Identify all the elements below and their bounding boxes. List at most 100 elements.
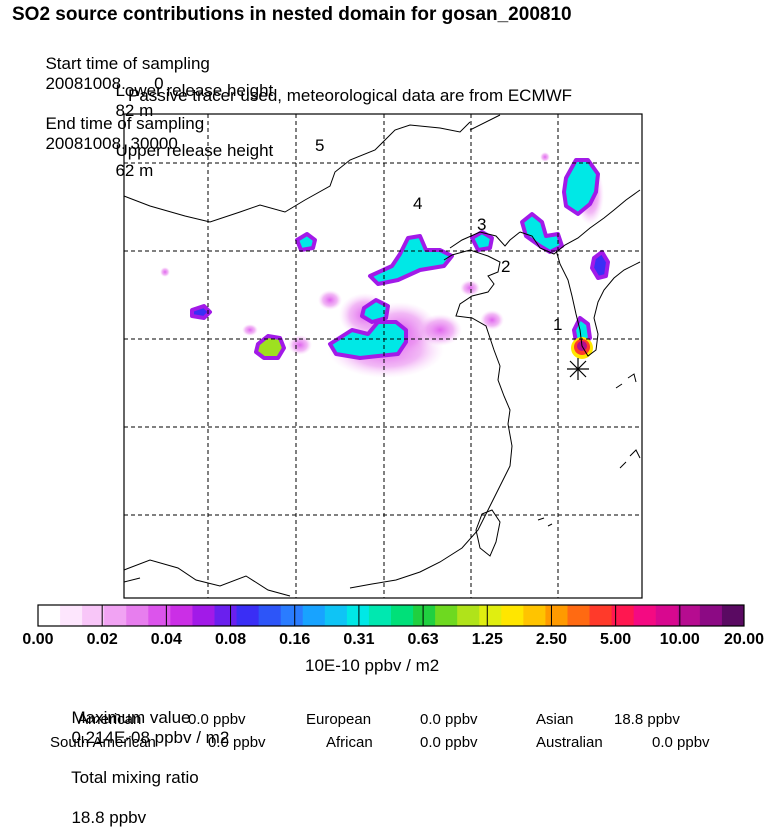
summary-max: Maximum value 0.214E-08 ppbv / m2 Total … bbox=[62, 688, 229, 828]
colorbar-tick-label: 0.63 bbox=[407, 631, 439, 648]
european-label: European bbox=[306, 711, 372, 728]
plume-halo bbox=[160, 267, 170, 277]
plume-west bbox=[295, 232, 317, 252]
american-value: 0.0 ppbv bbox=[188, 711, 246, 728]
max-value: 0.214E-08 ppbv / m2 bbox=[71, 728, 230, 747]
colorbar-cell bbox=[60, 605, 83, 626]
colorbar-cell bbox=[611, 605, 635, 626]
australian-label: Australian bbox=[536, 734, 603, 751]
receptor-marker bbox=[567, 358, 589, 380]
african-label: African bbox=[326, 734, 373, 751]
colorbar-tick-label: 0.31 bbox=[343, 631, 375, 648]
colorbar-tick-label: 1.25 bbox=[471, 631, 503, 648]
south-american-label: South American bbox=[50, 734, 156, 751]
colorbar-cell bbox=[523, 605, 546, 626]
plume-korea-north bbox=[590, 250, 610, 280]
plume-halo bbox=[288, 335, 312, 355]
asian-label: Asian bbox=[536, 711, 574, 728]
colorbar-units: 10E-10 ppbv / m2 bbox=[305, 656, 440, 675]
colorbar-cell bbox=[280, 605, 304, 626]
end-value: 20081008. 30000 bbox=[45, 134, 178, 153]
plume-far-west bbox=[190, 304, 212, 320]
plume-center-north bbox=[360, 298, 390, 324]
lower-value: 82 m bbox=[115, 101, 154, 120]
region-label-4: 4 bbox=[413, 194, 422, 213]
colorbar-tick-label: 10.00 bbox=[659, 631, 700, 648]
colorbar-cell bbox=[368, 605, 392, 626]
plume-northeast bbox=[562, 158, 600, 216]
colorbar-cell bbox=[104, 605, 127, 626]
region-labels: 1 2 3 4 5 bbox=[315, 136, 562, 334]
colorbar-cell bbox=[302, 605, 326, 626]
colorbar-cell bbox=[324, 605, 348, 626]
upper-value: 62 m bbox=[115, 161, 154, 180]
region-label-2: 2 bbox=[501, 257, 510, 276]
colorbar-cell bbox=[457, 605, 480, 626]
sampling-line: Start time of sampling 20081008. 0 End t… bbox=[36, 34, 209, 154]
colorbar-tick-label: 0.04 bbox=[150, 631, 182, 648]
colorbar-cell bbox=[346, 605, 370, 626]
african-value: 0.0 ppbv bbox=[420, 734, 478, 751]
region-label-5: 5 bbox=[315, 136, 324, 155]
european-value: 0.0 ppbv bbox=[420, 711, 478, 728]
colorbar-cell bbox=[501, 605, 524, 626]
colorbar-cell bbox=[126, 605, 149, 626]
colorbar-cell bbox=[479, 605, 502, 626]
colorbar-cell bbox=[170, 605, 193, 626]
plume-center bbox=[328, 320, 408, 360]
american-label: American bbox=[78, 711, 142, 728]
map-plot: 1 2 3 4 5 bbox=[123, 113, 643, 599]
plume-halo bbox=[460, 280, 480, 296]
coastlines bbox=[123, 114, 641, 597]
plume-green bbox=[254, 334, 286, 360]
plume-halo bbox=[540, 152, 550, 162]
colorbar-cell bbox=[589, 605, 613, 626]
colorbar-cell bbox=[38, 605, 61, 626]
colorbar-tick-label: 20.00 bbox=[723, 631, 765, 648]
lower-label: Lower release height bbox=[115, 81, 274, 100]
max-label: Maximum value bbox=[71, 708, 191, 727]
plume-bohai bbox=[520, 212, 564, 254]
plume-region-3 bbox=[470, 230, 494, 252]
release-line: Lower release height 82 m Upper release … bbox=[106, 61, 273, 181]
colorbar-cell bbox=[721, 605, 745, 626]
colorbar-tick-label: 0.16 bbox=[279, 631, 311, 648]
australian-value: 0.0 ppbv bbox=[652, 734, 710, 751]
south-american-value: 0.0 ppbv bbox=[208, 734, 266, 751]
colorbar-cell bbox=[258, 605, 282, 626]
colorbar-tick-label: 5.00 bbox=[600, 631, 632, 648]
plume-halo bbox=[418, 314, 462, 346]
map-frame bbox=[123, 113, 643, 599]
start-value: 20081008. 0 bbox=[45, 74, 164, 93]
tracer-note: Passive tracer used, meteorological data… bbox=[128, 86, 573, 105]
asian-value: 18.8 ppbv bbox=[614, 711, 680, 728]
colorbar-cell bbox=[435, 605, 458, 626]
total-value: 18.8 ppbv bbox=[71, 808, 147, 827]
plume-halo bbox=[480, 310, 504, 330]
colorbar-cell bbox=[82, 605, 105, 626]
region-label-3: 3 bbox=[477, 215, 486, 234]
chart-title: SO2 source contributions in nested domai… bbox=[12, 4, 572, 25]
colorbar-cell bbox=[214, 605, 238, 626]
concentration-field bbox=[160, 152, 610, 378]
colorbar-cell bbox=[545, 605, 568, 626]
colorbar-cell bbox=[391, 605, 414, 626]
end-label: End time of sampling bbox=[45, 114, 205, 133]
colorbar-cell bbox=[192, 605, 215, 626]
colorbar-cell bbox=[677, 605, 701, 626]
colorbar-cell bbox=[148, 605, 171, 626]
region-label-1: 1 bbox=[553, 315, 562, 334]
colorbar bbox=[37, 604, 745, 627]
colorbar-tick-label: 2.50 bbox=[535, 631, 568, 648]
colorbar-tick-label: 0.08 bbox=[214, 631, 247, 648]
plume-region-4 bbox=[368, 234, 454, 286]
colorbar-cell bbox=[655, 605, 679, 626]
colorbar-cell bbox=[413, 605, 436, 626]
colorbar-cell bbox=[699, 605, 723, 626]
colorbar-cell bbox=[633, 605, 657, 626]
colorbar-tick-label: 0.02 bbox=[86, 631, 118, 648]
lat-lon-grid bbox=[124, 114, 642, 598]
colorbar-cell bbox=[236, 605, 260, 626]
colorbar-cell bbox=[567, 605, 591, 626]
plume-halo bbox=[318, 290, 342, 310]
